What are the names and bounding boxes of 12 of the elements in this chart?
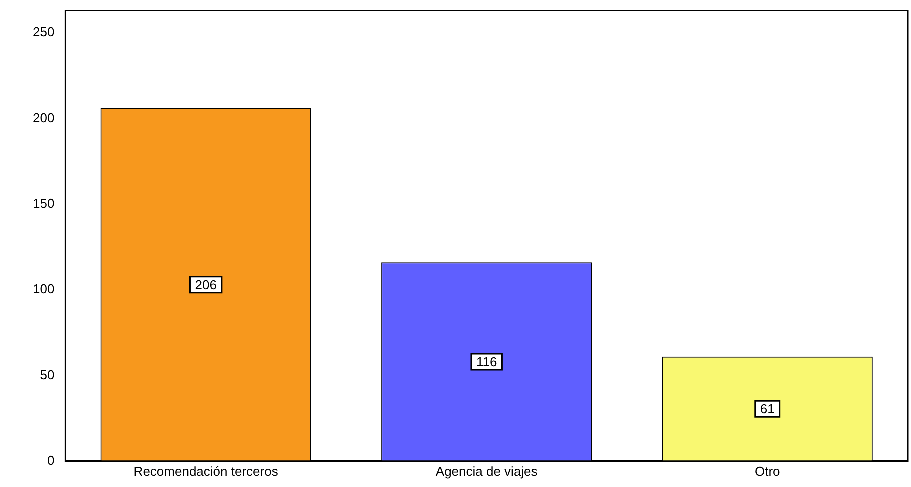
- y-tick-label: 200: [32, 110, 55, 126]
- x-tick-label: Agencia de viajes: [436, 464, 538, 479]
- y-tick-label: 150: [32, 196, 55, 211]
- y-tick-label: 100: [32, 282, 55, 297]
- y-tick-label: 50: [40, 367, 55, 382]
- y-tick-label: 0: [47, 452, 55, 468]
- data-label: 61: [760, 402, 775, 417]
- data-label: 116: [476, 354, 498, 370]
- x-tick-label: Otro: [754, 464, 780, 479]
- data-label: 206: [195, 278, 217, 293]
- x-tick-label: Recomendación terceros: [134, 464, 279, 479]
- y-tick-label: 250: [32, 24, 55, 40]
